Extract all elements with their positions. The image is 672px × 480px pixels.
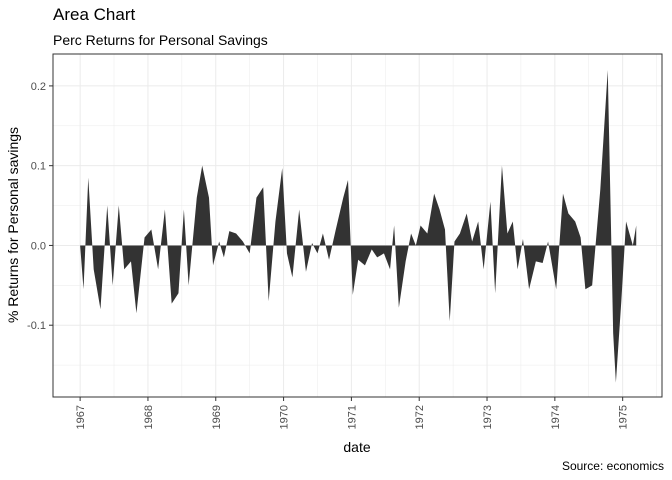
plot-panel-border	[52, 53, 663, 398]
x-tick-label: 1973	[482, 405, 494, 429]
y-axis: -0.1 0.0 0.1 0.2	[27, 81, 53, 332]
y-tick-label: -0.1	[27, 320, 46, 332]
x-tick-label: 1969	[211, 405, 223, 429]
x-tick-label: 1975	[618, 405, 630, 429]
chart-caption: Source: economics	[561, 459, 664, 473]
chart-title: Area Chart	[53, 5, 136, 24]
x-tick-label: 1967	[75, 405, 87, 429]
y-tick-label: 0.1	[31, 161, 46, 173]
plot-panel-bg	[53, 54, 662, 397]
x-tick-label: 1971	[346, 405, 358, 429]
x-axis: 1967 1968 1969 1970 1971 1972 1973 1974 1975	[75, 397, 630, 429]
x-tick-label: 1968	[143, 405, 155, 429]
x-tick-label: 1974	[550, 405, 562, 429]
x-tick-label: 1972	[414, 405, 426, 429]
x-axis-title: date	[343, 439, 370, 455]
y-tick-label: 0.0	[31, 240, 46, 252]
x-tick-label: 1970	[279, 405, 291, 429]
y-tick-label: 0.2	[31, 81, 46, 93]
y-axis-title: % Returns for Personal savings	[5, 127, 21, 323]
chart-subtitle: Perc Returns for Personal Savings	[53, 32, 268, 48]
